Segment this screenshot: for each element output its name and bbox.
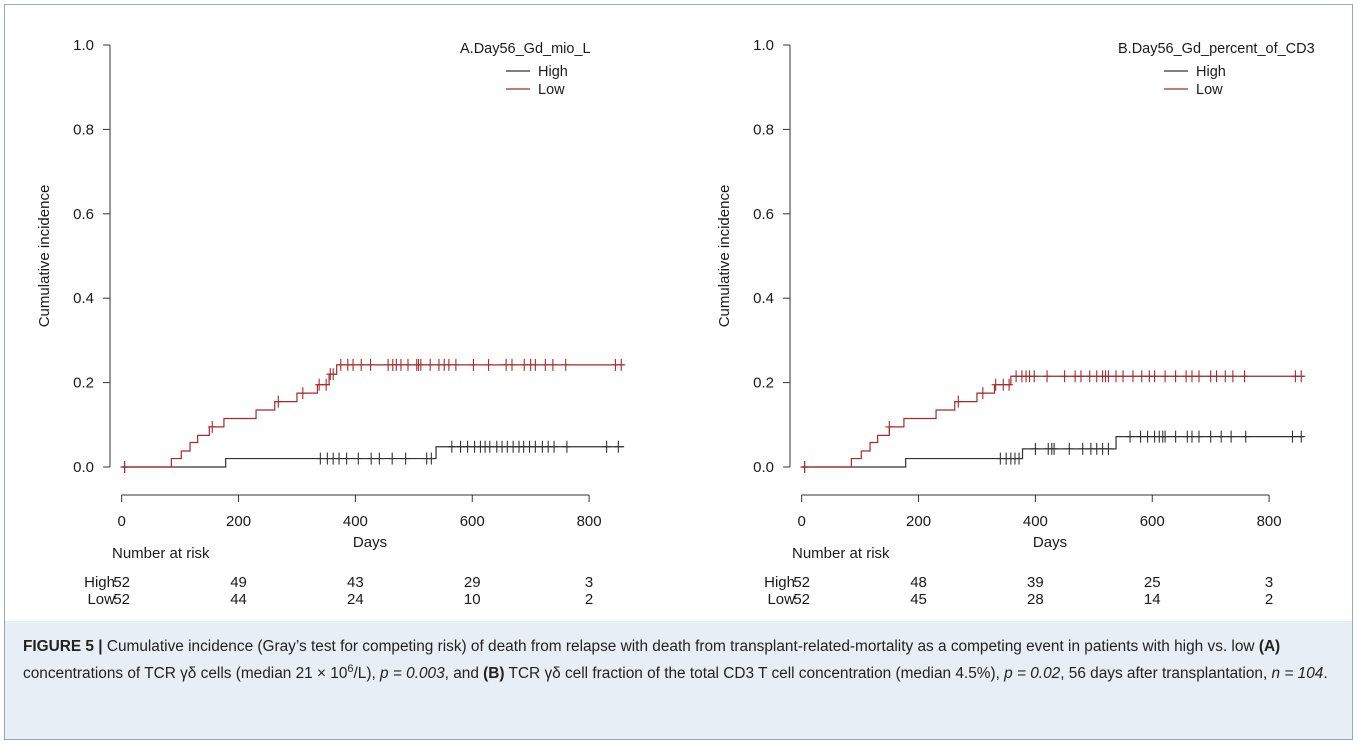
x-tick-label: 200 — [226, 513, 251, 530]
legend-title: B.Day56_Gd_percent_of_CD3 — [1118, 41, 1315, 57]
caption-text-4: , and — [444, 665, 484, 683]
caption-p-value-a: p = 0.003 — [380, 665, 445, 683]
caption-text-5: TCR γδ cell fraction of the total CD3 T … — [504, 665, 1005, 683]
x-tick-label: 600 — [1140, 513, 1165, 530]
risk-value: 2 — [1265, 591, 1273, 608]
x-tick-label: 800 — [577, 513, 602, 530]
x-tick-label: 600 — [460, 513, 485, 530]
figure-frame: 0.0 0.2 0.4 0.6 0.8 1.0 0 200 400 600 800 Days Cumul… — [4, 4, 1353, 740]
risk-value: 14 — [1144, 591, 1161, 608]
y-tick-label: 0.8 — [753, 121, 774, 138]
risk-value: 52 — [113, 591, 130, 608]
curve-high — [121, 446, 625, 468]
caption-text-3: /L), — [353, 665, 381, 683]
risk-row-label: Low — [767, 591, 795, 608]
y-tick-label: 1.0 — [753, 37, 774, 54]
x-tick-label: 800 — [1257, 513, 1282, 530]
y-tick-label: 1.0 — [73, 37, 94, 54]
risk-row-label: High — [764, 574, 795, 591]
risk-row-label: Low — [87, 591, 115, 608]
risk-value: 45 — [910, 591, 927, 608]
x-tick-label: 400 — [343, 513, 368, 530]
y-tick-label: 0.4 — [753, 290, 774, 307]
risk-value: 28 — [1027, 591, 1044, 608]
risk-value: 24 — [347, 591, 364, 608]
risk-value: 25 — [1144, 574, 1161, 591]
caption-marker-b: (B) — [483, 665, 505, 683]
caption-text-2: concentrations of TCR γδ cells (median 2… — [23, 665, 348, 683]
risk-value: 52 — [793, 574, 810, 591]
caption-sample-size: n = 104 — [1271, 665, 1324, 683]
y-tick-label: 0.2 — [73, 375, 94, 392]
caption-text-7: . — [1323, 665, 1328, 683]
legend-label-high: High — [1196, 64, 1226, 80]
y-tick-label: 0.0 — [753, 459, 774, 476]
curve-low — [121, 364, 625, 468]
y-tick-label: 0.8 — [73, 121, 94, 138]
x-tick-label: 400 — [1023, 513, 1048, 530]
x-tick-label: 200 — [906, 513, 931, 530]
y-tick-label: 0.2 — [753, 375, 774, 392]
risk-value: 2 — [585, 591, 593, 608]
legend-label-low: Low — [538, 82, 565, 98]
risk-value: 10 — [464, 591, 481, 608]
risk-value: 3 — [585, 574, 593, 591]
y-tick-label: 0.4 — [73, 290, 94, 307]
curve-high — [801, 436, 1305, 468]
risk-table-title: Number at risk — [112, 545, 210, 562]
caption-p-value-b: p = 0.02 — [1004, 665, 1061, 683]
risk-value: 44 — [230, 591, 247, 608]
legend-label-high: High — [538, 64, 568, 80]
caption-text-1: Cumulative incidence (Gray’s test for co… — [102, 638, 1259, 655]
x-axis-label: Days — [353, 534, 387, 551]
figure-caption: FIGURE 5 | Cumulative incidence (Gray’s … — [5, 621, 1352, 739]
risk-value: 29 — [464, 574, 481, 591]
curve-low — [801, 375, 1305, 468]
risk-value: 3 — [1265, 574, 1273, 591]
y-tick-label: 0.6 — [753, 206, 774, 223]
risk-row-label: High — [84, 574, 115, 591]
risk-value: 43 — [347, 574, 364, 591]
caption-marker-a: (A) — [1258, 638, 1281, 655]
y-tick-label: 0.0 — [73, 459, 94, 476]
caption-superscript: 6 — [347, 663, 354, 675]
caption-label: FIGURE 5 | — [23, 638, 103, 655]
risk-value: 52 — [793, 591, 810, 608]
chart-panel-a: 0.0 0.2 0.4 0.6 0.8 1.0 0 200 400 600 800 Days Cumul… — [36, 37, 626, 608]
chart-panel-b: 0.0 0.2 0.4 0.6 0.8 1.0 0 200 400 600 800 Days Cumul… — [716, 37, 1315, 608]
risk-table-title: Number at risk — [792, 545, 890, 562]
risk-value: 48 — [910, 574, 927, 591]
caption-text-6: , 56 days after transplantation, — [1060, 665, 1272, 683]
legend-label-low: Low — [1196, 82, 1223, 98]
y-tick-label: 0.6 — [73, 206, 94, 223]
y-axis-label: Cumulative incidence — [716, 185, 733, 328]
legend-title: A.Day56_Gd_mio_L — [460, 41, 591, 57]
risk-value: 49 — [230, 574, 247, 591]
x-axis-label: Days — [1033, 534, 1067, 551]
x-tick-label: 0 — [118, 513, 126, 530]
y-axis-label: Cumulative incidence — [36, 185, 53, 328]
risk-value: 39 — [1027, 574, 1044, 591]
x-tick-label: 0 — [798, 513, 806, 530]
risk-value: 52 — [113, 574, 130, 591]
